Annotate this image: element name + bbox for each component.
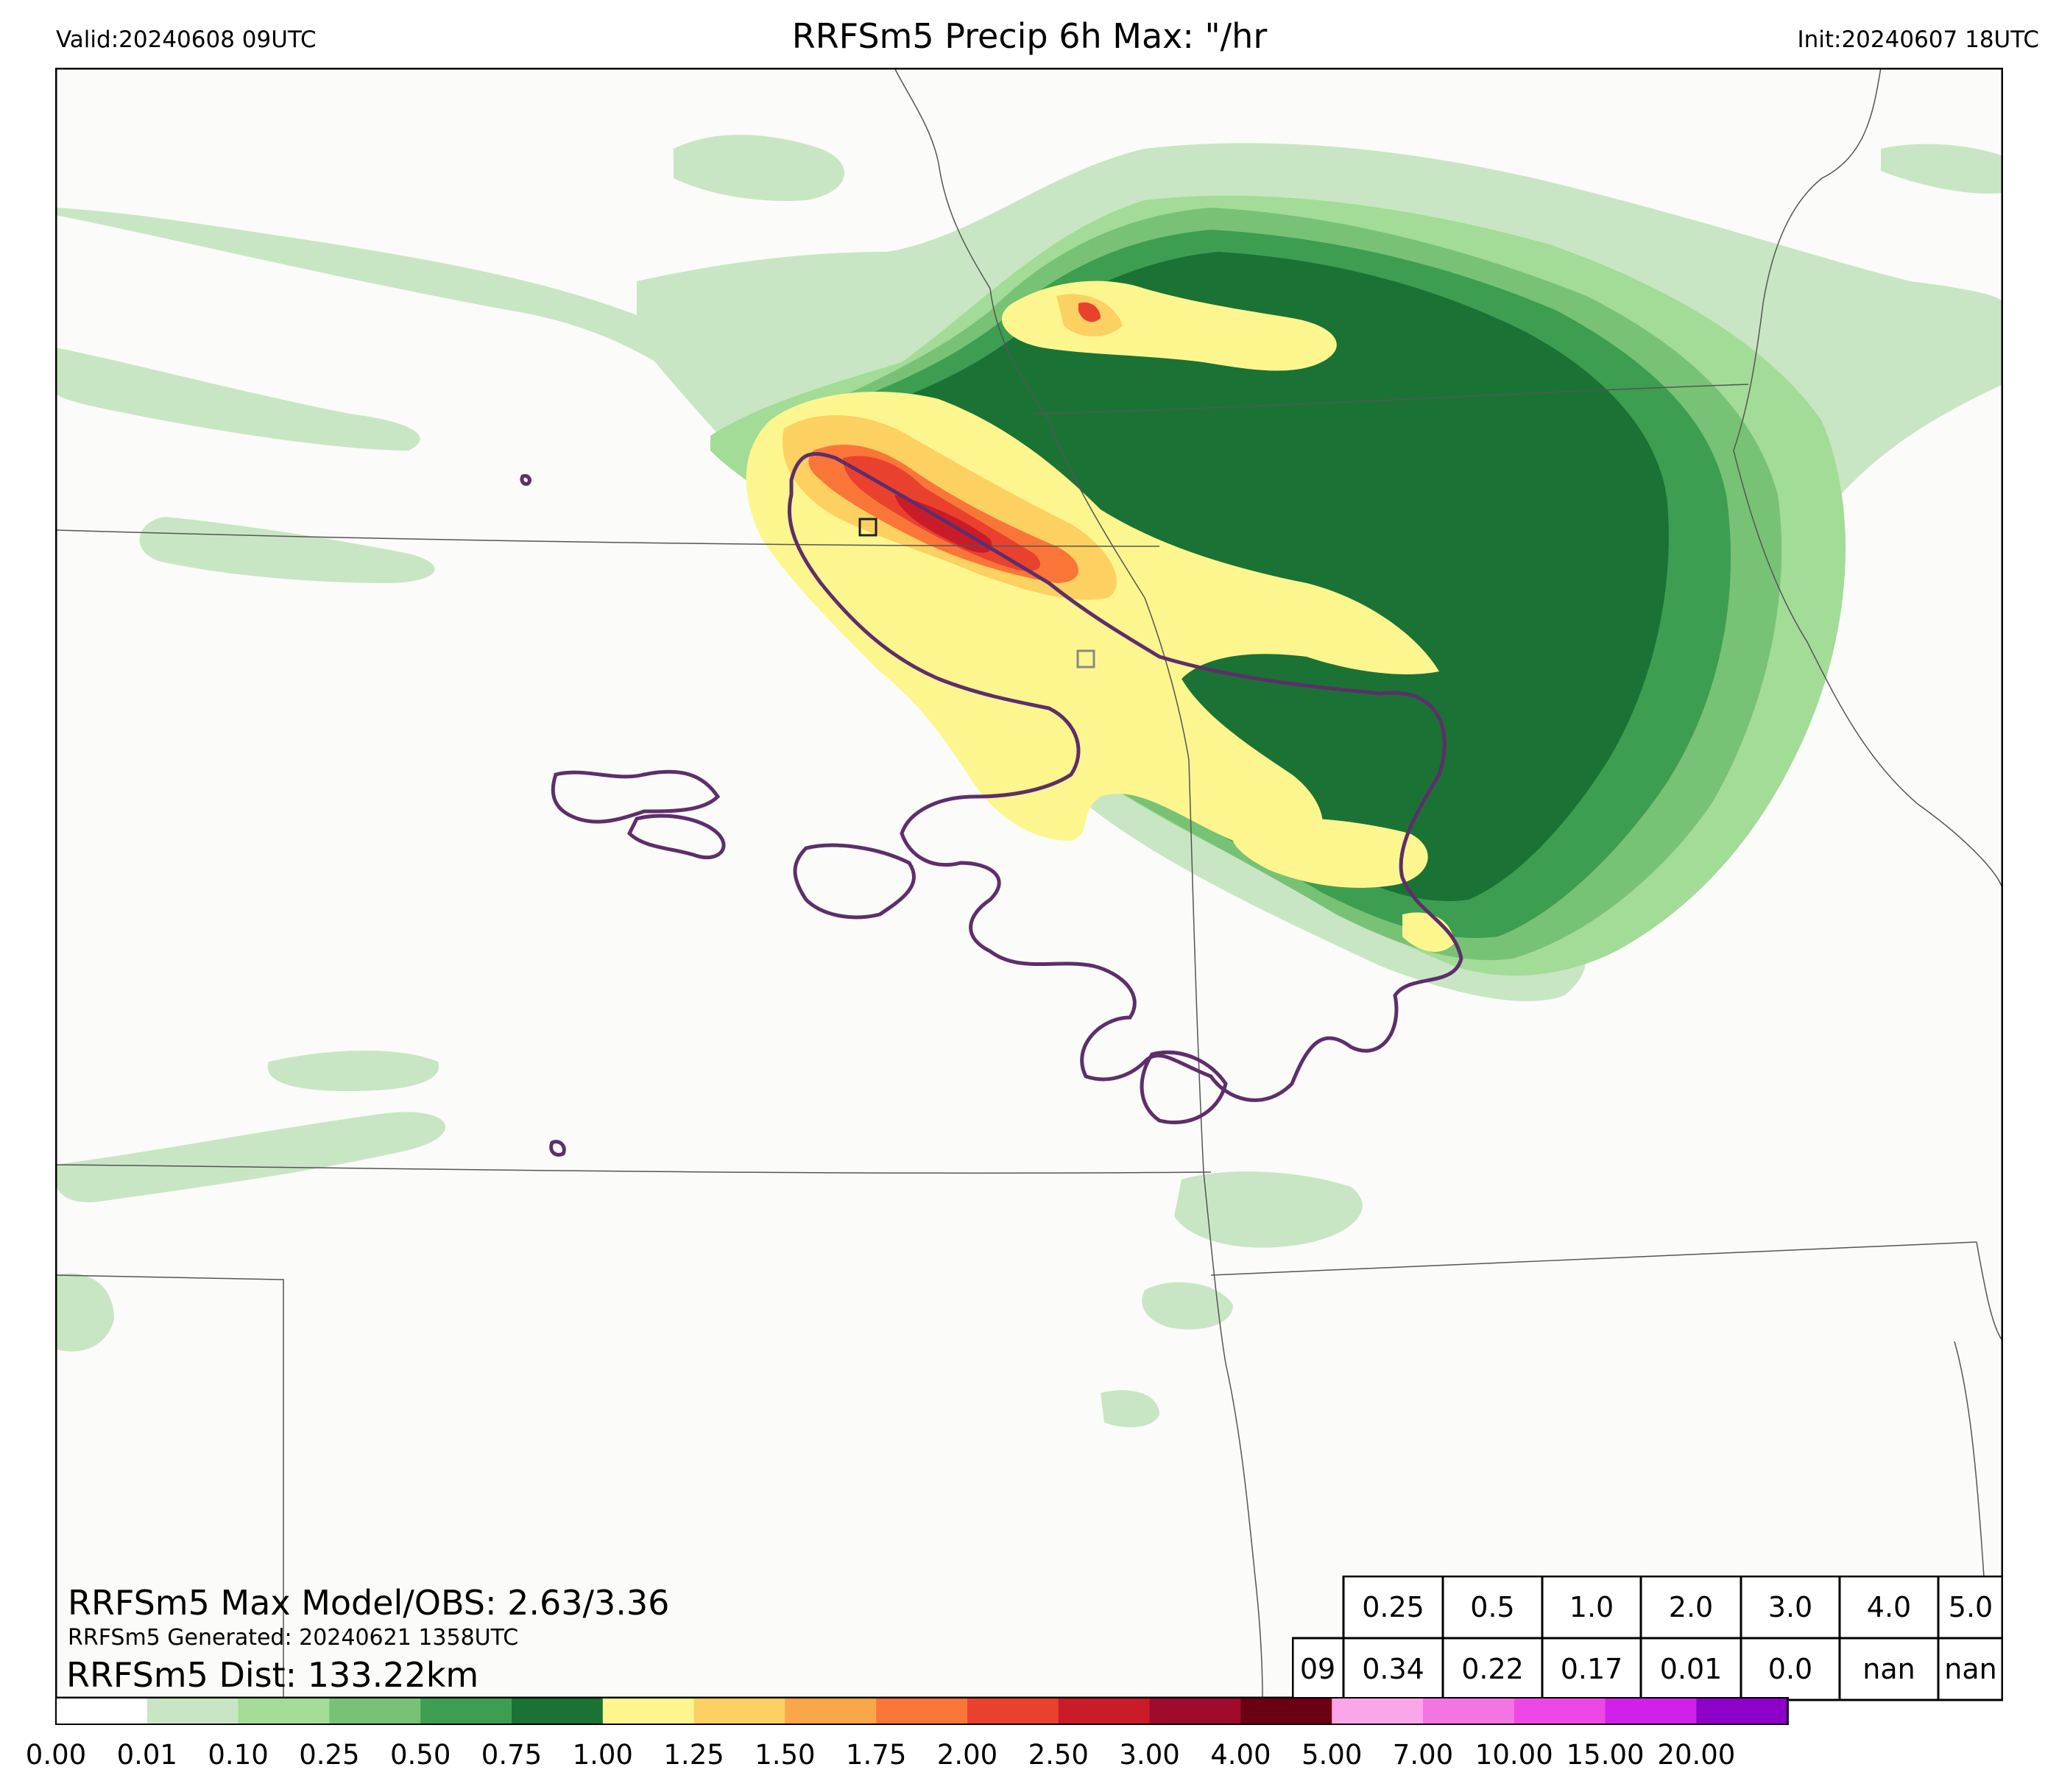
- valid-time-label: Valid:20240608 09UTC: [56, 27, 317, 53]
- colorbar-swatch: [967, 1698, 1059, 1724]
- stat-value-cell: 0.0: [1767, 1653, 1813, 1685]
- colorbar-swatch: [56, 1698, 148, 1724]
- obs-contour-south: [1140, 1050, 1228, 1125]
- colorbar-tick-label: 0.50: [389, 1739, 451, 1771]
- precip-streak-sw-1: [55, 1112, 446, 1202]
- precip-blob-west-edge: [55, 1273, 114, 1352]
- colorbar-swatch: [512, 1698, 604, 1724]
- colorbar-swatch: [1605, 1698, 1697, 1724]
- precip-map: [55, 68, 2003, 1698]
- colorbar-tick-label: 1.00: [572, 1739, 633, 1771]
- stat-value-cell: 0.01: [1659, 1653, 1723, 1685]
- obs-contour-west-2: [626, 814, 726, 860]
- colorbar-tick-label: 4.00: [1210, 1739, 1271, 1771]
- threshold-cell: 0.5: [1470, 1591, 1515, 1623]
- distance-label: RRFSm5 Dist: 133.22km: [66, 1655, 479, 1695]
- row-label-cell: 09: [1299, 1653, 1336, 1685]
- colorbar-tick-label: 0.00: [25, 1739, 87, 1771]
- model-max-marker: [1076, 649, 1095, 669]
- colorbar-tick-label: 2.50: [1028, 1739, 1089, 1771]
- border-horizontal-3: [55, 1164, 1212, 1174]
- border-horizontal-5: [1210, 1241, 1977, 1276]
- colorbar-frame: [55, 1697, 1789, 1725]
- border-east-1: [1733, 68, 2003, 893]
- colorbar-tick-label: 1.25: [663, 1739, 724, 1771]
- threshold-cell: 2.0: [1668, 1591, 1714, 1623]
- border-north-south-1: [894, 68, 1263, 1698]
- stat-value-cell: nan: [1944, 1653, 1997, 1685]
- colorbar-swatch: [329, 1698, 421, 1724]
- stats-table-grid: [1292, 1576, 2003, 1701]
- threshold-cell: 1.0: [1569, 1591, 1614, 1623]
- border-horizontal-4: [55, 1274, 284, 1698]
- colorbar-tick-label: 1.75: [845, 1739, 907, 1771]
- colorbar-tick-label: 0.25: [299, 1739, 360, 1771]
- border-se-segment: [1954, 1341, 1985, 1578]
- precip-blob-south-2: [1142, 1282, 1233, 1330]
- colorbar: [55, 1696, 1789, 1726]
- colorbar-swatch: [1332, 1698, 1424, 1724]
- colorbar-tick-label: 15.00: [1566, 1739, 1645, 1771]
- stat-value-cell: nan: [1862, 1653, 1915, 1685]
- precip-blob-south-3: [1101, 1390, 1159, 1428]
- precip-streak-ne: [1881, 144, 2003, 194]
- colorbar-swatch: [1149, 1698, 1241, 1724]
- border-horizontal-1: [55, 529, 1160, 547]
- colorbar-swatch: [1240, 1698, 1332, 1724]
- precip-blob-south-1: [1174, 1171, 1363, 1248]
- precip-streak-sw-2: [267, 1051, 439, 1091]
- colorbar-swatch: [238, 1698, 330, 1724]
- obs-contour-dot: [549, 1140, 566, 1157]
- obs-contour-dot-2: [520, 473, 531, 486]
- precip-streak-light-nw: [55, 348, 420, 451]
- colorbar-tick-label: 5.00: [1301, 1739, 1363, 1771]
- stat-value-cell: 0.22: [1461, 1653, 1524, 1685]
- obs-contour-west: [551, 769, 721, 824]
- threshold-cell: 4.0: [1866, 1591, 1912, 1623]
- colorbar-swatch: [1514, 1698, 1606, 1724]
- precip-core-darkred: [894, 495, 992, 553]
- colorbar-swatch: [420, 1698, 512, 1724]
- border-sw-segment: [1976, 1241, 2003, 1342]
- threshold-cell: 3.0: [1767, 1591, 1813, 1623]
- generated-time-label: RRFSm5 Generated: 20240621 1358UTC: [68, 1625, 519, 1651]
- colorbar-tick-label: 7.00: [1392, 1739, 1454, 1771]
- precip-fill: [55, 135, 2003, 1428]
- colorbar-swatch: [146, 1698, 239, 1724]
- colorbar-tick-label: 20.00: [1657, 1739, 1736, 1771]
- colorbar-swatch: [1058, 1698, 1151, 1724]
- stat-value-cell: 0.17: [1560, 1653, 1623, 1685]
- border-horizontal-2: [1034, 384, 1749, 415]
- precip-core-red-n: [1078, 302, 1101, 322]
- colorbar-tick-label: 3.00: [1119, 1739, 1180, 1771]
- colorbar-tick-label: 0.01: [116, 1739, 177, 1771]
- max-model-obs-label: RRFSm5 Max Model/OBS: 2.63/3.36: [68, 1583, 670, 1623]
- colorbar-tick-label: 10.00: [1475, 1739, 1553, 1771]
- threshold-cell: 5.0: [1948, 1591, 1993, 1623]
- init-time-label: Init:20240607 18UTC: [1797, 27, 2039, 53]
- state-borders: [55, 68, 2003, 1698]
- stat-value-cell: 0.34: [1362, 1653, 1424, 1685]
- colorbar-tick-label: 0.75: [481, 1739, 543, 1771]
- precip-streak-light-west: [139, 517, 435, 583]
- stats-table: 0.25 0.5 1.0 2.0 3.0 4.0 5.0 09 0.34 0.2…: [1292, 1576, 2003, 1701]
- precip-blob-north: [674, 135, 845, 201]
- colorbar-swatch: [602, 1698, 695, 1724]
- colorbar-swatch: [1696, 1698, 1788, 1724]
- precip-core-yellow-south: [1231, 818, 1428, 888]
- colorbar-tick-label: 1.50: [755, 1739, 816, 1771]
- threshold-cell: 0.25: [1362, 1591, 1424, 1623]
- obs-contour-mid: [793, 843, 916, 920]
- colorbar-swatch: [876, 1698, 968, 1724]
- colorbar-swatch: [785, 1698, 877, 1724]
- colorbar-swatch: [693, 1698, 785, 1724]
- obs-max-marker: [858, 518, 877, 537]
- obs-contours: [520, 452, 1463, 1157]
- colorbar-tick-label: 0.10: [208, 1739, 269, 1771]
- colorbar-swatch: [1423, 1698, 1515, 1724]
- plot-title: RRFSm5 Precip 6h Max: "/hr: [791, 16, 1268, 56]
- colorbar-tick-label: 2.00: [936, 1739, 998, 1771]
